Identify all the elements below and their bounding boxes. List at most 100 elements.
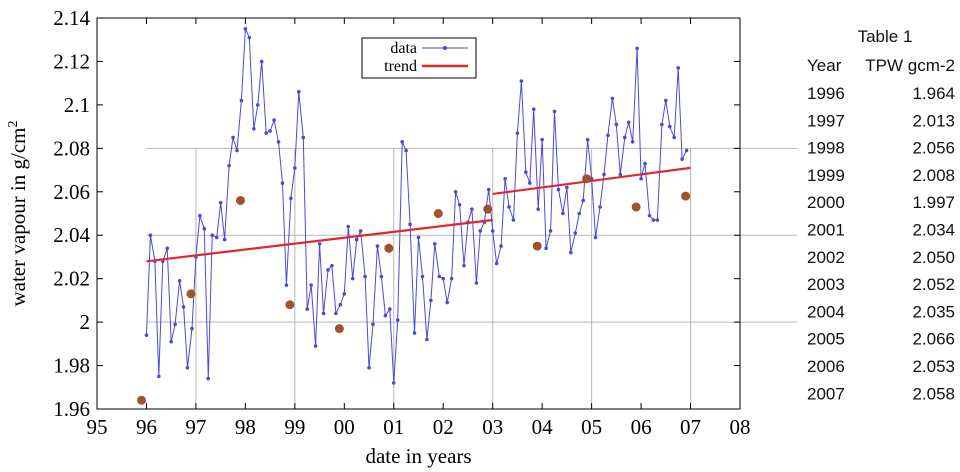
table-row: 2000 1.997 xyxy=(807,193,955,212)
data-point xyxy=(527,181,532,185)
data-point xyxy=(301,135,306,140)
table-row: 2006 2.053 xyxy=(807,357,955,376)
data-point xyxy=(561,211,565,216)
table-cell-year: 2000 xyxy=(807,193,845,212)
table-cell-year: 1999 xyxy=(807,166,845,185)
data-point xyxy=(371,322,375,327)
legend-marker-data xyxy=(443,46,447,50)
data-point xyxy=(239,98,244,103)
annual-mean-marker xyxy=(681,191,691,201)
data-point xyxy=(272,118,276,122)
table-cell-tpw: 2.066 xyxy=(912,330,955,349)
legend-label-trend: trend xyxy=(384,58,417,75)
data-point xyxy=(449,276,454,281)
data-point xyxy=(462,263,466,268)
table-row: 2004 2.035 xyxy=(807,302,955,321)
table-cell-tpw: 1.997 xyxy=(912,193,955,212)
data-point xyxy=(144,333,149,337)
data-point xyxy=(157,374,161,379)
data-point xyxy=(667,124,672,129)
data-point xyxy=(433,242,437,246)
y-axis-title: water vapour in g/cm2 xyxy=(6,120,30,306)
data-point xyxy=(552,109,557,114)
table-cell-year: 2003 xyxy=(807,275,845,294)
data-point xyxy=(338,302,343,307)
x-tick-label: 99 xyxy=(284,415,305,439)
table-cell-tpw: 2.034 xyxy=(912,221,955,240)
data-point xyxy=(264,131,268,135)
data-point xyxy=(334,311,338,316)
data-point xyxy=(660,122,664,127)
trend-line-segment xyxy=(146,218,493,263)
data-point xyxy=(391,381,396,385)
data-point xyxy=(664,98,668,103)
data-point xyxy=(499,244,503,248)
table-cell-year: 2007 xyxy=(807,384,845,403)
data-point xyxy=(416,235,421,240)
annual-mean-marker xyxy=(483,204,493,214)
data-point xyxy=(548,229,553,233)
data-point xyxy=(231,135,235,140)
trend-line-segment xyxy=(492,166,691,196)
table-cell-tpw: 2.058 xyxy=(912,384,955,403)
data-point xyxy=(342,292,347,296)
data-point xyxy=(330,263,334,268)
data-point xyxy=(540,137,544,142)
data-point xyxy=(470,207,474,211)
table-cell-year: 2004 xyxy=(807,302,845,321)
table-cell-tpw: 2.050 xyxy=(912,248,955,267)
table-cell-year: 1996 xyxy=(807,84,845,103)
data-point xyxy=(585,137,590,142)
data-point xyxy=(169,339,173,344)
table-cell-tpw: 2.053 xyxy=(912,357,955,376)
data-point xyxy=(647,213,652,218)
y-tick-label: 2.12 xyxy=(53,49,90,73)
x-tick-label: 03 xyxy=(482,415,503,439)
data-point xyxy=(672,135,677,140)
data-point xyxy=(383,313,388,318)
annual-mean-marker xyxy=(137,395,147,405)
data-point xyxy=(218,200,223,205)
data-point xyxy=(536,207,540,211)
table-row: 1998 2.056 xyxy=(807,139,955,158)
data-point xyxy=(651,218,656,222)
data-point xyxy=(581,198,586,203)
data-point xyxy=(255,103,260,107)
x-tick-label: 07 xyxy=(680,415,701,439)
data-point xyxy=(190,326,194,331)
data-point xyxy=(379,274,384,279)
y-tick-label: 1.96 xyxy=(53,397,90,421)
data-point xyxy=(635,46,639,51)
table-header-year: Year xyxy=(807,56,842,75)
y-tick-label: 2.14 xyxy=(53,6,90,30)
table-cell-tpw: 2.052 xyxy=(912,275,955,294)
data-point xyxy=(247,35,252,40)
data-point xyxy=(614,122,619,127)
annual-mean-marker xyxy=(384,243,394,253)
data-point xyxy=(425,337,429,342)
data-point xyxy=(202,226,207,231)
data-point xyxy=(375,244,380,248)
data-point xyxy=(181,305,186,309)
y-axis-title-superscript: 2 xyxy=(6,120,21,127)
data-point xyxy=(289,196,293,201)
data-point xyxy=(445,300,449,305)
grid xyxy=(146,147,797,409)
x-tick-label: 00 xyxy=(334,415,355,439)
x-tick-label: 06 xyxy=(631,415,652,439)
data-point xyxy=(293,166,297,170)
data-point xyxy=(185,365,190,370)
data-point xyxy=(618,172,623,177)
data-point xyxy=(457,203,462,207)
data-point xyxy=(259,59,264,64)
table-row: 2001 2.034 xyxy=(807,221,955,240)
data-point xyxy=(606,133,610,138)
data-point xyxy=(350,276,355,281)
series xyxy=(137,27,691,405)
data-point xyxy=(519,79,524,83)
data-point xyxy=(610,96,615,101)
y-tick-label: 2.1 xyxy=(64,93,90,117)
data-point xyxy=(395,318,400,322)
table-cell-tpw: 1.964 xyxy=(912,84,955,103)
